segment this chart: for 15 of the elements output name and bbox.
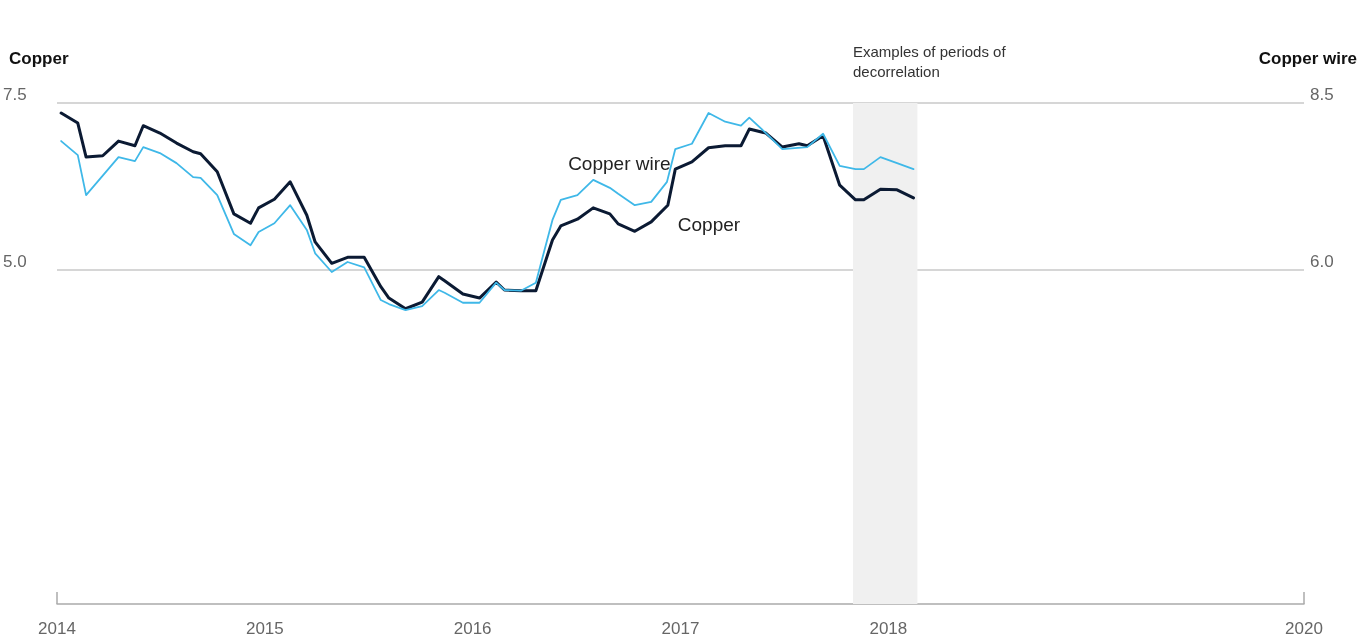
- y-tick-label: 7.5: [3, 85, 27, 104]
- y2-tick-label: 6.0: [1310, 252, 1334, 271]
- x-tick-label: 2015: [245, 619, 284, 638]
- x-tick-label: 2014: [38, 619, 76, 638]
- y2-tick-label: 8.5: [1310, 85, 1334, 104]
- x-tick-label: 2017: [661, 619, 700, 638]
- y2-axis-title: Copper wire: [1258, 49, 1357, 68]
- x-tick-label: 2018: [869, 619, 908, 638]
- x-tick-label: 2016: [453, 619, 492, 638]
- series-label: Copper: [677, 214, 741, 236]
- y-tick-label: 5.0: [3, 252, 27, 271]
- series-label: Copper wire: [568, 152, 671, 174]
- band-label: Examples of periods of decorrelation: [853, 42, 1010, 80]
- x-tick-label: 2020: [1285, 619, 1323, 638]
- y-axis-title: Copper: [9, 49, 69, 68]
